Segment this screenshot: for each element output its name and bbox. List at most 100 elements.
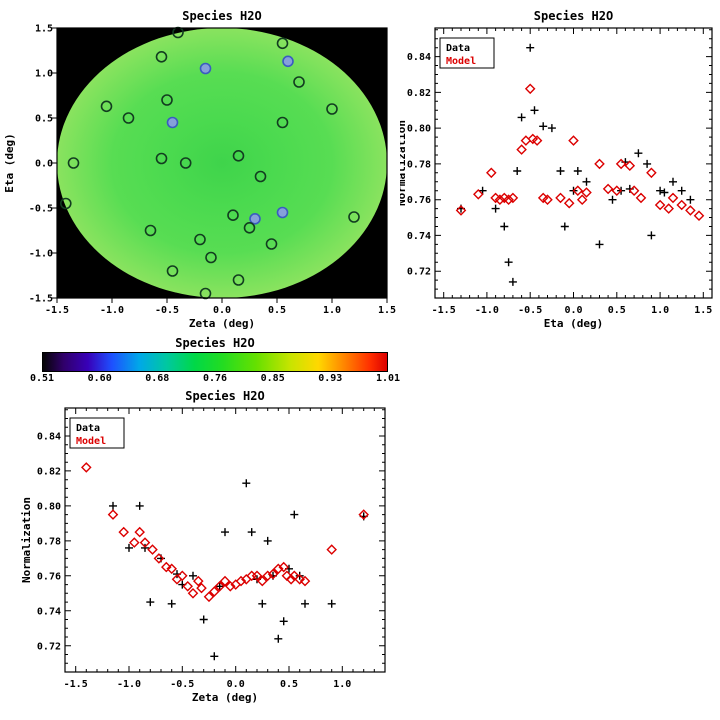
- map-chart: -1.5 -1.0 -0.5 0.0 0.5 1.0 1.5 -1.5 -1.0 -0.5 0.0 0…: [0, 0, 400, 335]
- source-marker: [254, 170, 267, 183]
- x-tick-label: 0.5: [608, 305, 626, 316]
- y-tick-label: 0.76: [407, 195, 431, 206]
- x-axis-label: Eta (deg): [544, 317, 604, 330]
- colorbar-gradient-bar: [42, 352, 388, 372]
- source-marker: [161, 94, 173, 106]
- x-tick-label: -0.5: [170, 679, 194, 690]
- x-tick-label: -1.0: [100, 305, 124, 316]
- source-marker: [293, 76, 305, 88]
- source-marker: [243, 222, 256, 234]
- legend-label-data: Data: [76, 423, 100, 434]
- x-tick-label: 1.5: [378, 305, 396, 316]
- source-marker: [265, 238, 278, 250]
- map-svg: -1.5 -1.0 -0.5 0.0 0.5 1.0 1.5 -1.5 -1.0 -0.5 0.0 0…: [3, 9, 396, 330]
- x-tick-label: -1.0: [117, 679, 141, 690]
- legend-box: [69, 417, 125, 449]
- y-tick-label: 0.5: [35, 114, 53, 125]
- source-marker: [155, 50, 168, 63]
- x-tick-label: -1.5: [45, 305, 69, 316]
- source-marker: [227, 209, 239, 221]
- y-tick-label: 0.82: [407, 88, 431, 99]
- source-marker: [232, 274, 245, 286]
- y-tick-label: 1.0: [35, 69, 53, 80]
- x-tick-label: -1.5: [432, 305, 456, 316]
- colorbar-tick-label: 0.51: [29, 373, 55, 384]
- y-tick-label: 0.72: [37, 641, 61, 652]
- y-tick-label: 0.74: [407, 231, 431, 242]
- eta_scatter-svg: -1.5 -1.0 -0.5 0.0 0.5 1.0 1.5 0.72 0.74 0.76 0.78…: [400, 9, 713, 330]
- source-marker: [60, 197, 72, 210]
- colorbar-tick-label: 0.85: [260, 373, 285, 384]
- series-data-markers: [109, 479, 368, 661]
- source-marker: [194, 233, 206, 246]
- map-markers: [60, 26, 360, 300]
- chart-title: Species H2O: [185, 389, 264, 403]
- source-marker: [205, 251, 217, 264]
- source-marker: [155, 152, 168, 165]
- y-tick-label: 0.82: [37, 466, 61, 477]
- series-data-markers: [457, 43, 695, 286]
- y-tick-label: 0.74: [37, 606, 61, 617]
- y-tick-label: 0.0: [35, 159, 53, 170]
- x-tick-label: 0.0: [213, 305, 231, 316]
- y-axis-label: Eta (deg): [3, 133, 16, 193]
- source-marker: [199, 62, 212, 75]
- chart-title: Species H2O: [534, 9, 613, 23]
- chart-title: Species H2O: [182, 9, 261, 23]
- source-marker: [249, 213, 261, 225]
- y-tick-label: 0.80: [407, 124, 431, 135]
- axis-ticks: [64, 408, 386, 673]
- fov-disk: [57, 28, 387, 298]
- legend-label-data: Data: [446, 43, 470, 54]
- y-tick-label: 0.78: [407, 159, 431, 170]
- source-marker: [166, 116, 179, 129]
- y-tick-label: 0.72: [407, 267, 431, 278]
- x-axis-label: Zeta (deg): [192, 691, 258, 704]
- y-axis-label: Normalization: [400, 120, 408, 206]
- colorbar-tick-label: 0.76: [202, 373, 228, 384]
- source-marker: [276, 206, 289, 219]
- x-tick-label: 1.0: [651, 305, 669, 316]
- zeta-scatter-chart: -1.5 -1.0 -0.5 0.0 0.5 1.0 0.72 0.74 0.76 0.78 0.8…: [20, 388, 400, 710]
- colorbar-tick-label: 1.01: [375, 373, 401, 384]
- source-marker: [326, 103, 338, 115]
- legend-label-model: Model: [446, 56, 476, 67]
- colorbar-chart: Species H2O 0.51 0.60 0.68 0.76 0.85 0.9…: [20, 336, 400, 392]
- colorbar-tick-label: 0.60: [87, 373, 112, 384]
- legend-box: [439, 37, 495, 69]
- x-tick-label: -0.5: [518, 305, 542, 316]
- x-tick-label: -1.5: [64, 679, 88, 690]
- x-tick-label: 0.0: [227, 679, 245, 690]
- x-tick-label: -1.0: [475, 305, 499, 316]
- source-marker: [122, 112, 135, 124]
- y-tick-label: -1.0: [29, 249, 53, 260]
- y-tick-label: 1.5: [35, 24, 53, 35]
- x-tick-label: 0.5: [280, 679, 298, 690]
- source-marker: [67, 157, 80, 169]
- y-tick-label: 0.84: [407, 52, 431, 63]
- y-tick-label: 0.78: [37, 536, 61, 547]
- series-model-markers: [455, 83, 705, 221]
- y-tick-label: 0.80: [37, 501, 61, 512]
- x-tick-label: 1.5: [694, 305, 712, 316]
- source-marker: [144, 224, 157, 237]
- source-marker: [348, 211, 360, 223]
- x-tick-label: -0.5: [155, 305, 179, 316]
- colorbar-tick-label: 0.68: [145, 373, 170, 384]
- x-tick-label: 1.0: [323, 305, 341, 316]
- source-marker: [232, 150, 245, 162]
- x-tick-label: 0.5: [268, 305, 286, 316]
- source-marker: [276, 37, 289, 50]
- y-tick-label: -0.5: [29, 204, 53, 215]
- source-marker: [282, 55, 294, 68]
- source-marker: [166, 265, 179, 277]
- colorbar-tick-label: 0.93: [318, 373, 343, 384]
- eta-scatter-chart: -1.5 -1.0 -0.5 0.0 0.5 1.0 1.5 0.72 0.74 0.76 0.78…: [400, 0, 720, 335]
- series-model-markers: [81, 462, 369, 603]
- x-axis-label: Zeta (deg): [189, 317, 255, 330]
- source-marker: [179, 157, 192, 169]
- y-tick-label: 0.76: [37, 571, 61, 582]
- colorbar-title: Species H2O: [175, 336, 255, 350]
- legend-label-model: Model: [76, 436, 106, 447]
